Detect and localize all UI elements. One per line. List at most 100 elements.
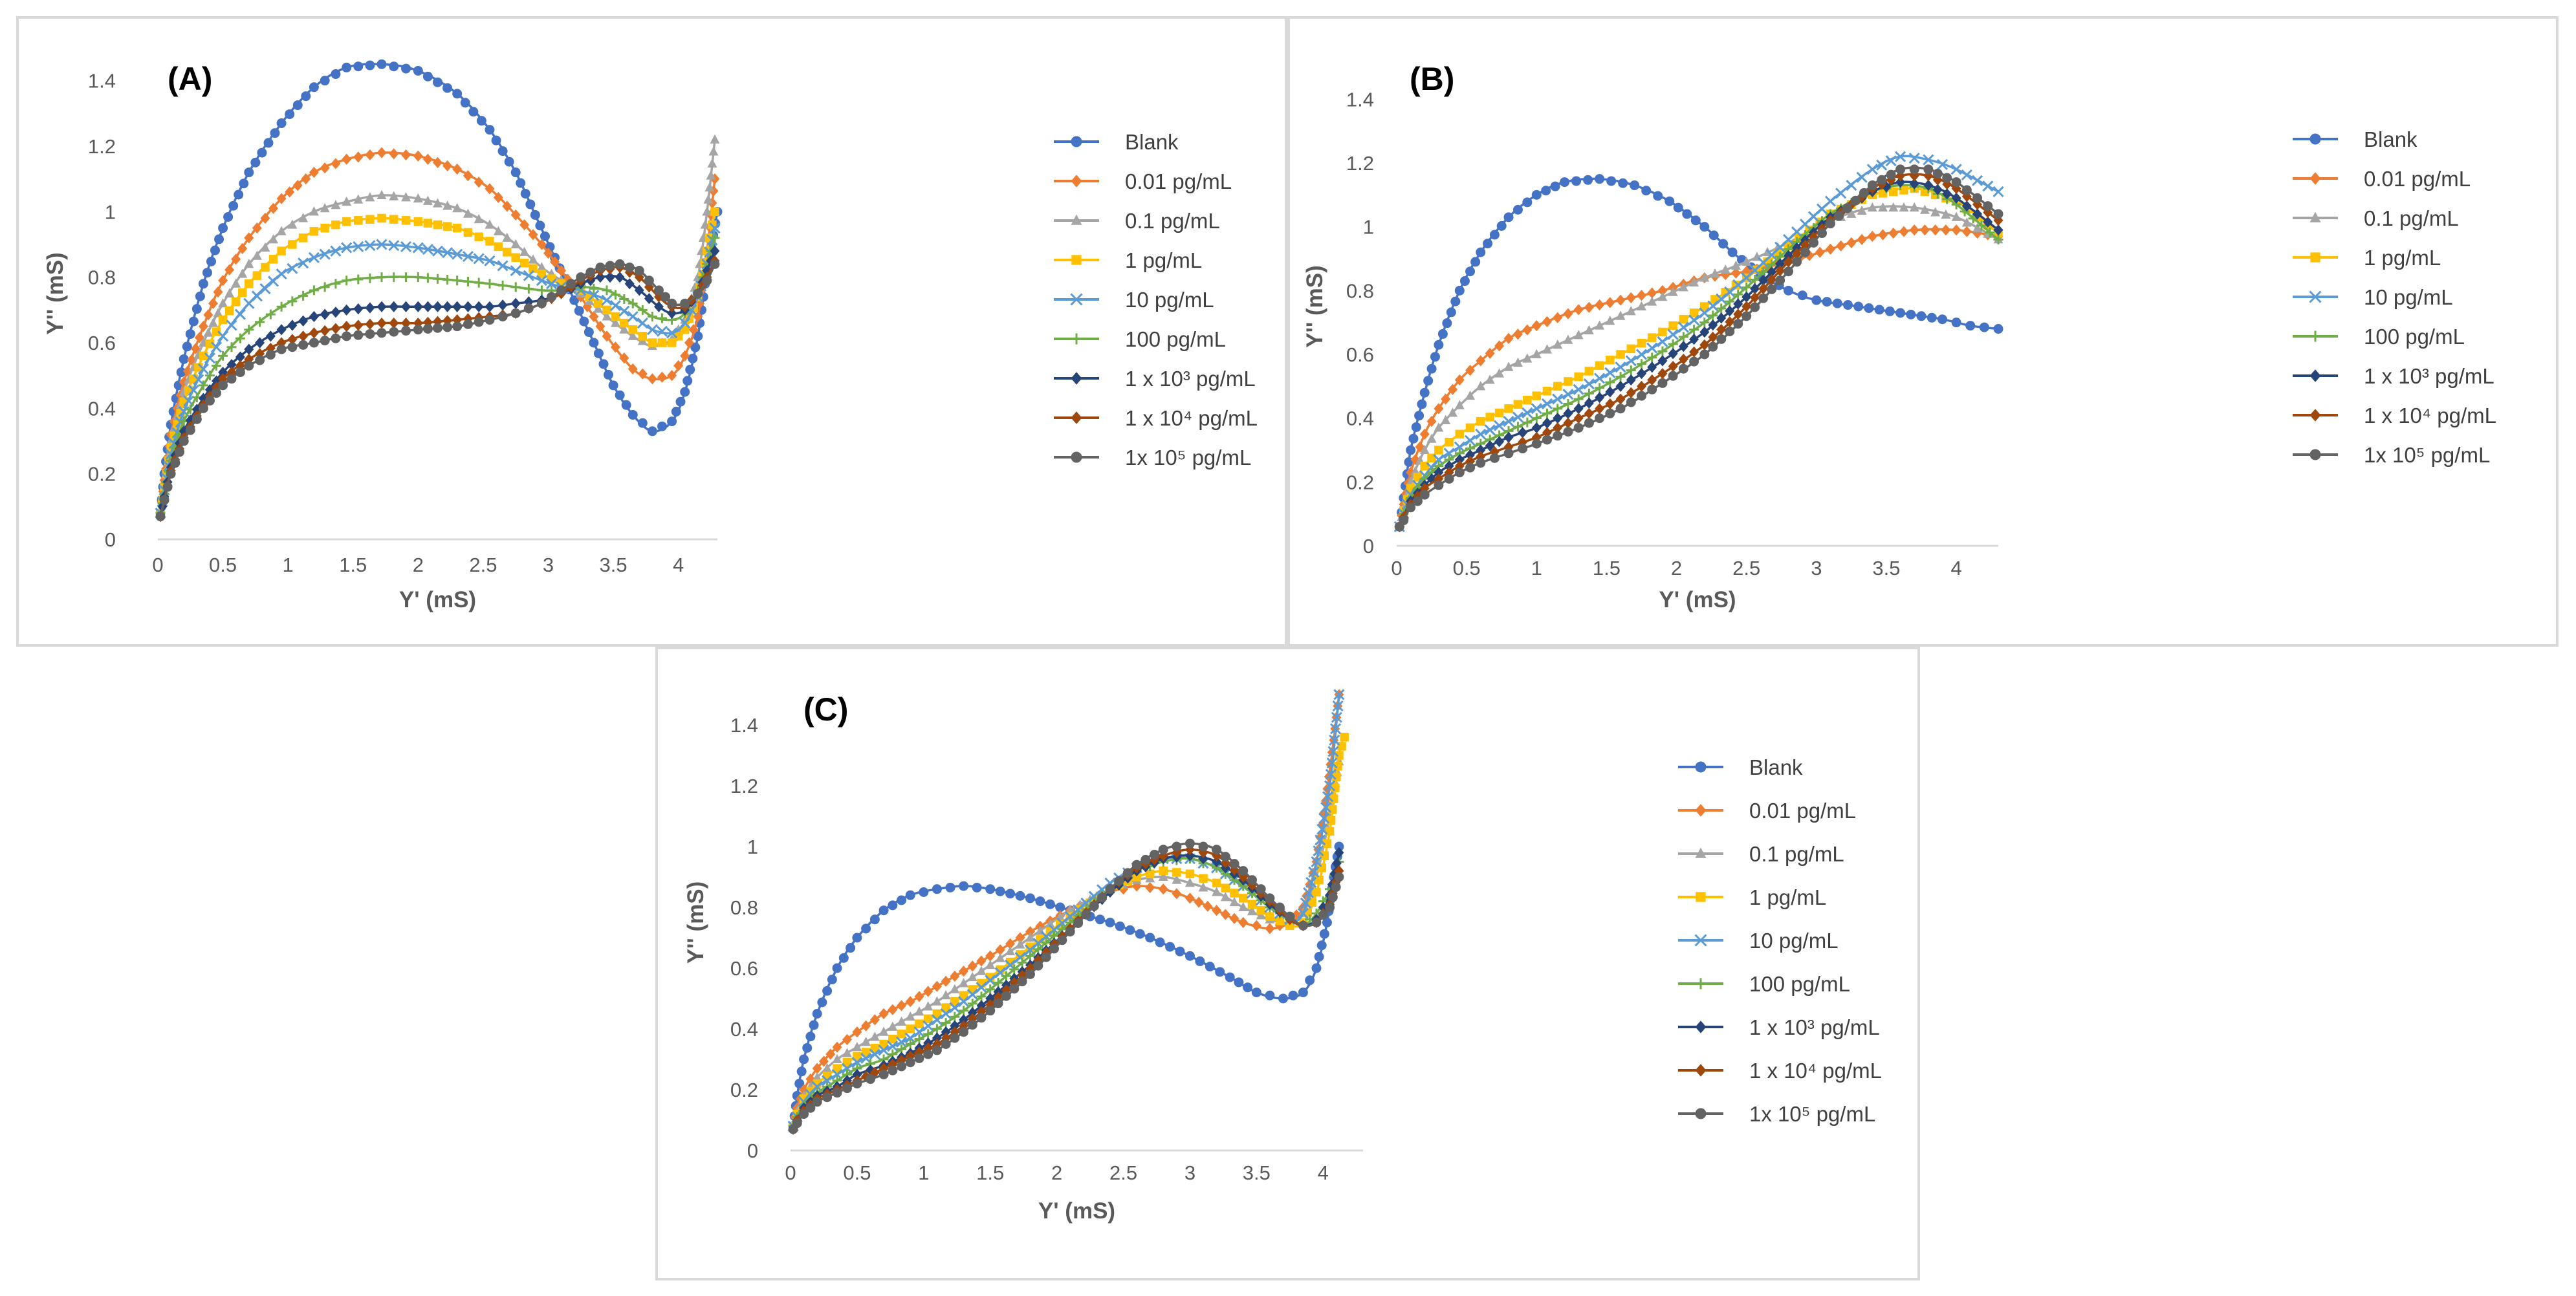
y-tick-label: 0 [747, 1139, 758, 1162]
x-tick-label: 2.5 [1109, 1161, 1137, 1184]
data-point [644, 275, 654, 286]
data-point [228, 200, 239, 211]
x-tick-label: 1 [283, 554, 294, 576]
data-point [376, 239, 387, 250]
data-point [1483, 239, 1493, 249]
x-tick-label: 0.5 [209, 554, 237, 576]
legend-item: 100 pg/mL [1678, 972, 1850, 996]
y-axis-title: Y'' (mS) [683, 881, 708, 964]
data-point [657, 338, 667, 347]
data-point [218, 315, 228, 325]
data-point [851, 1057, 863, 1068]
y-tick-label: 0.8 [88, 266, 116, 289]
legend-item: 1 pg/mL [1678, 885, 1826, 909]
data-point [1732, 279, 1744, 291]
data-point [1562, 389, 1574, 400]
series-markers [1394, 202, 2003, 531]
data-point [556, 285, 567, 296]
legend-label: 1x 10⁵ pg/mL [1749, 1102, 1875, 1126]
data-point [1595, 299, 1605, 311]
data-point [493, 226, 503, 235]
data-point [985, 960, 996, 969]
data-point [1784, 256, 1794, 268]
data-point [1494, 340, 1505, 352]
data-point [309, 206, 319, 216]
y-tick-label: 0.6 [1346, 343, 1374, 366]
data-point [1132, 872, 1141, 881]
data-point [619, 324, 629, 334]
data-point [1305, 876, 1317, 889]
data-point [1205, 962, 1215, 972]
legend-label: 0.1 pg/mL [1749, 842, 1844, 866]
data-point [1688, 314, 1700, 326]
y-tick-label: 1 [1363, 216, 1374, 239]
data-point [1626, 292, 1636, 304]
data-point [452, 275, 463, 286]
data-point [1316, 940, 1327, 951]
data-point [1595, 174, 1605, 184]
data-point [1678, 282, 1688, 292]
data-point [1909, 164, 1919, 175]
data-point [1961, 226, 1972, 237]
data-point [320, 336, 330, 346]
data-point [1699, 339, 1710, 351]
data-point [1846, 237, 1857, 248]
data-point [1800, 247, 1811, 257]
data-point [1025, 969, 1035, 979]
data-point [218, 297, 228, 308]
data-point [657, 421, 668, 431]
data-point [442, 322, 453, 332]
data-point [589, 338, 599, 348]
legend-item: 0.1 pg/mL [1678, 842, 1844, 866]
data-point [1247, 875, 1257, 885]
data-point [827, 975, 837, 985]
data-point [611, 312, 620, 321]
data-point [913, 1026, 925, 1038]
data-point [842, 1083, 852, 1094]
data-point [1605, 386, 1615, 398]
data-point [1414, 411, 1424, 421]
data-point [805, 1031, 816, 1042]
data-point [265, 309, 276, 319]
data-point [1316, 823, 1328, 835]
legend-item: 1 pg/mL [1054, 248, 1202, 272]
data-point [1773, 242, 1783, 252]
data-point [1689, 308, 1699, 318]
data-point [1325, 768, 1337, 780]
data-point [667, 416, 677, 427]
data-point [1700, 302, 1709, 311]
data-point [1699, 349, 1710, 360]
legend-marker [1070, 293, 1083, 306]
data-point [1476, 444, 1486, 456]
data-point [365, 302, 375, 314]
data-point [1630, 180, 1640, 191]
data-point [1784, 250, 1794, 261]
legend-marker [1696, 892, 1706, 902]
data-point [1716, 293, 1727, 305]
data-point [1518, 444, 1528, 454]
plot-area [1393, 151, 2004, 533]
data-point [1531, 413, 1542, 424]
data-point [932, 996, 942, 1006]
data-point [244, 325, 254, 335]
data-point [389, 61, 399, 72]
series-line [1398, 155, 1999, 527]
data-point [1459, 276, 1470, 286]
data-point [1503, 448, 1514, 459]
data-point [309, 82, 319, 92]
data-point [852, 1079, 862, 1089]
data-point [1668, 321, 1677, 330]
data-point [887, 1041, 899, 1052]
x-tick-label: 4 [673, 554, 684, 576]
data-point [1001, 991, 1011, 1001]
data-point [1932, 184, 1943, 195]
data-point [993, 978, 1003, 988]
data-point [1446, 307, 1456, 318]
data-point [1647, 362, 1657, 373]
legend-item: Blank [1678, 755, 1803, 779]
data-point [865, 1074, 875, 1085]
data-point [1605, 315, 1615, 325]
legend-label: 1 x 10³ pg/mL [1125, 367, 1256, 391]
data-point [644, 292, 654, 305]
data-point [1025, 893, 1035, 903]
